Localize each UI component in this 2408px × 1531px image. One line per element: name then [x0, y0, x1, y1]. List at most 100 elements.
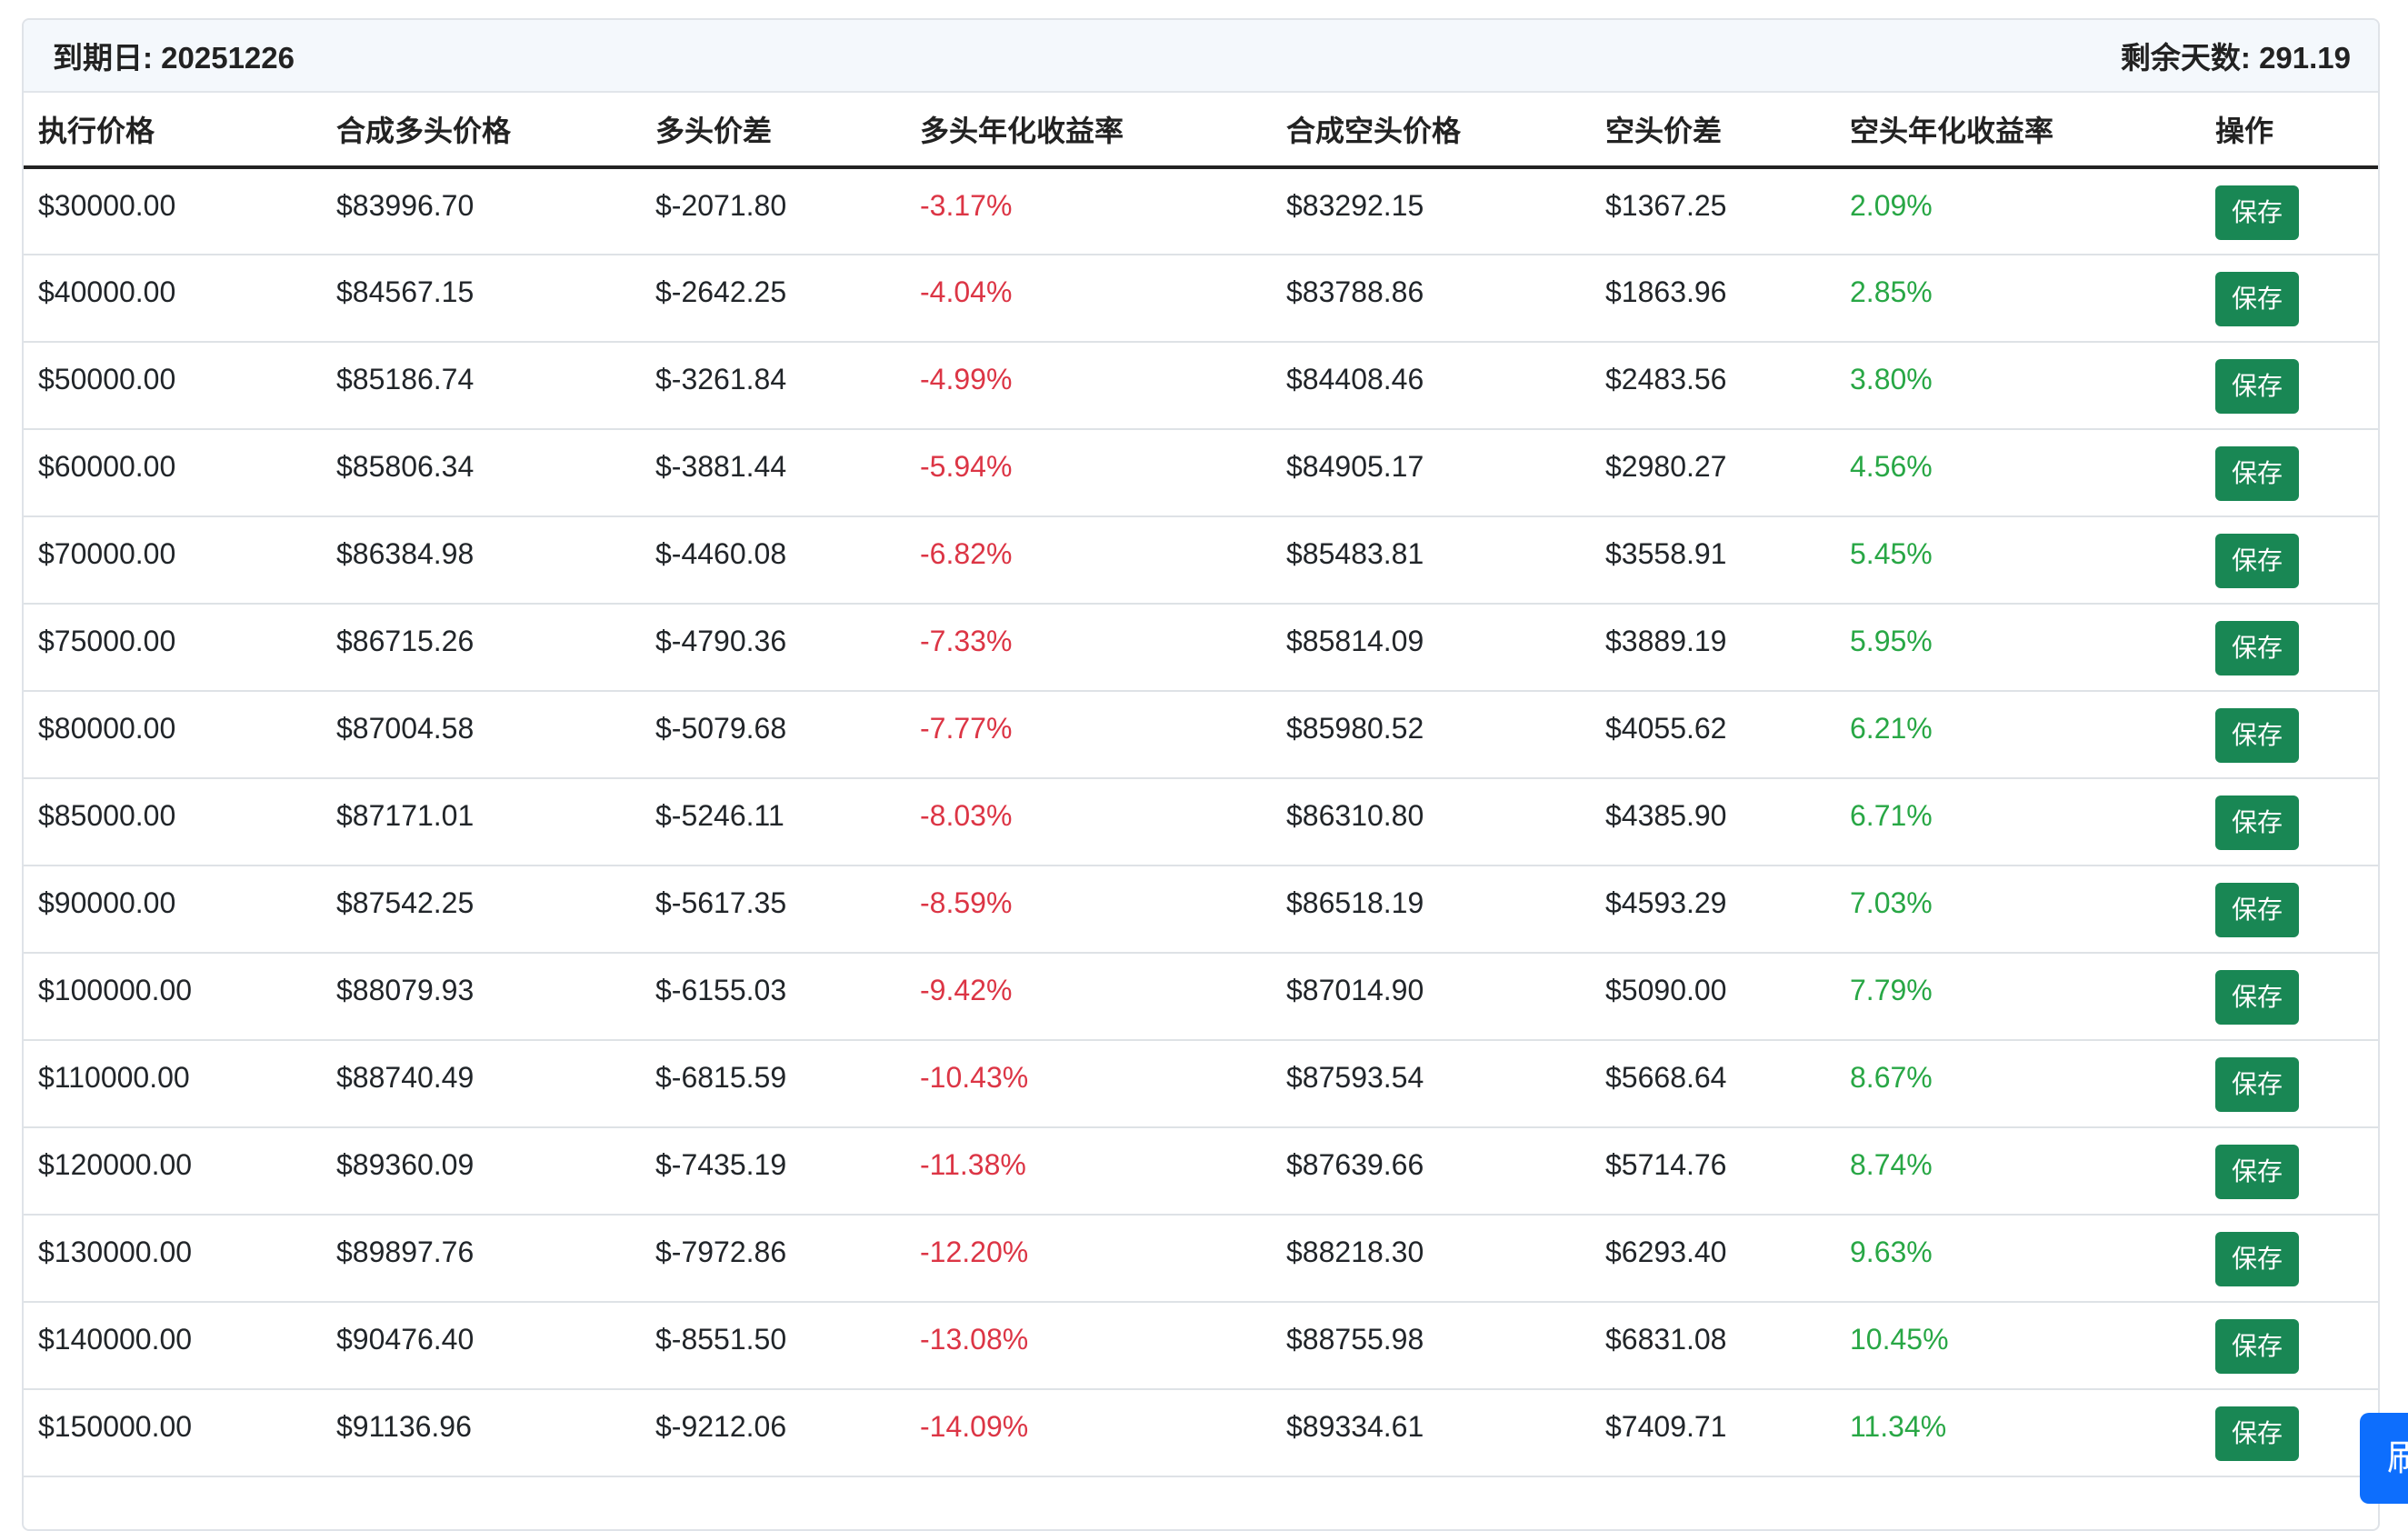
short-yield-cell: 8.74%	[1835, 1127, 2201, 1216]
long-price-cell: $89897.76	[322, 1215, 641, 1303]
long-spread-cell: $-7972.86	[641, 1215, 905, 1303]
save-button[interactable]: 保存	[2215, 534, 2299, 588]
long-spread-cell: $-3261.84	[641, 342, 905, 430]
save-button[interactable]: 保存	[2215, 708, 2299, 763]
short-spread-cell: $5090.00	[1591, 953, 1835, 1041]
short-yield-cell: 7.03%	[1835, 866, 2201, 954]
refresh-float-button[interactable]: 刷	[2360, 1413, 2408, 1504]
short-spread-cell: $3558.91	[1591, 516, 1835, 605]
short-spread-cell: $4385.90	[1591, 778, 1835, 866]
long-spread-cell: $-4790.36	[641, 604, 905, 692]
table-body: $30000.00 $83996.70 $-2071.80 -3.17% $83292.…	[24, 167, 2378, 1477]
short-price-cell: $83292.15	[1272, 167, 1591, 255]
short-price-cell: $86518.19	[1272, 866, 1591, 954]
strike-cell: $30000.00	[24, 167, 322, 255]
long-price-cell: $84567.15	[322, 255, 641, 343]
action-cell: 保存	[2201, 429, 2378, 517]
save-button[interactable]: 保存	[2215, 970, 2299, 1025]
long-spread-cell: $-2642.25	[641, 255, 905, 343]
long-yield-cell: -12.20%	[905, 1215, 1272, 1303]
long-spread-cell: $-5246.11	[641, 778, 905, 866]
col-action: 操作	[2201, 93, 2378, 169]
long-price-cell: $91136.96	[322, 1389, 641, 1477]
strike-cell: $75000.00	[24, 604, 322, 692]
table-row: $120000.00 $89360.09 $-7435.19 -11.38% $8763…	[24, 1127, 2378, 1216]
long-price-cell: $83996.70	[322, 167, 641, 255]
save-button[interactable]: 保存	[2215, 621, 2299, 675]
short-price-cell: $87593.54	[1272, 1040, 1591, 1128]
short-spread-cell: $5668.64	[1591, 1040, 1835, 1128]
table-row: $60000.00 $85806.34 $-3881.44 -5.94% $84905.…	[24, 429, 2378, 517]
short-spread-cell: $4055.62	[1591, 691, 1835, 779]
long-price-cell: $86715.26	[322, 604, 641, 692]
long-yield-cell: -7.77%	[905, 691, 1272, 779]
long-price-cell: $87171.01	[322, 778, 641, 866]
table-row: $90000.00 $87542.25 $-5617.35 -8.59% $86518.…	[24, 866, 2378, 954]
action-cell: 保存	[2201, 1215, 2378, 1303]
short-yield-cell: 3.80%	[1835, 342, 2201, 430]
save-button[interactable]: 保存	[2215, 883, 2299, 937]
short-yield-cell: 2.09%	[1835, 167, 2201, 255]
col-long-spread: 多头价差	[641, 93, 905, 169]
long-spread-cell: $-6815.59	[641, 1040, 905, 1128]
col-short-yield: 空头年化收益率	[1835, 93, 2201, 169]
short-price-cell: $83788.86	[1272, 255, 1591, 343]
table-row: $140000.00 $90476.40 $-8551.50 -13.08% $8875…	[24, 1302, 2378, 1390]
long-yield-cell: -4.04%	[905, 255, 1272, 343]
long-yield-cell: -13.08%	[905, 1302, 1272, 1390]
long-spread-cell: $-5617.35	[641, 866, 905, 954]
action-cell: 保存	[2201, 1127, 2378, 1216]
short-spread-cell: $4593.29	[1591, 866, 1835, 954]
short-price-cell: $87639.66	[1272, 1127, 1591, 1216]
save-button[interactable]: 保存	[2215, 272, 2299, 326]
save-button[interactable]: 保存	[2215, 1057, 2299, 1112]
strike-cell: $70000.00	[24, 516, 322, 605]
save-button[interactable]: 保存	[2215, 1232, 2299, 1286]
col-long-yield: 多头年化收益率	[905, 93, 1272, 169]
short-yield-cell: 2.85%	[1835, 255, 2201, 343]
save-button[interactable]: 保存	[2215, 1406, 2299, 1461]
table-row: $75000.00 $86715.26 $-4790.36 -7.33% $85814.…	[24, 604, 2378, 692]
long-price-cell: $87542.25	[322, 866, 641, 954]
long-yield-cell: -4.99%	[905, 342, 1272, 430]
short-yield-cell: 6.21%	[1835, 691, 2201, 779]
table-row: $50000.00 $85186.74 $-3261.84 -4.99% $84408.…	[24, 342, 2378, 430]
days-remaining: 剩余天数: 291.19	[2120, 41, 2351, 75]
strike-cell: $50000.00	[24, 342, 322, 430]
save-button[interactable]: 保存	[2215, 796, 2299, 850]
short-yield-cell: 5.95%	[1835, 604, 2201, 692]
strike-cell: $140000.00	[24, 1302, 322, 1390]
action-cell: 保存	[2201, 255, 2378, 343]
long-yield-cell: -9.42%	[905, 953, 1272, 1041]
action-cell: 保存	[2201, 691, 2378, 779]
short-price-cell: $87014.90	[1272, 953, 1591, 1041]
long-price-cell: $86384.98	[322, 516, 641, 605]
save-button[interactable]: 保存	[2215, 185, 2299, 240]
long-spread-cell: $-3881.44	[641, 429, 905, 517]
save-button[interactable]: 保存	[2215, 1145, 2299, 1199]
action-cell: 保存	[2201, 516, 2378, 605]
long-spread-cell: $-7435.19	[641, 1127, 905, 1216]
save-button[interactable]: 保存	[2215, 359, 2299, 414]
table-row: $85000.00 $87171.01 $-5246.11 -8.03% $86310.…	[24, 778, 2378, 866]
long-yield-cell: -11.38%	[905, 1127, 1272, 1216]
short-price-cell: $86310.80	[1272, 778, 1591, 866]
short-spread-cell: $7409.71	[1591, 1389, 1835, 1477]
short-spread-cell: $1863.96	[1591, 255, 1835, 343]
strike-cell: $90000.00	[24, 866, 322, 954]
short-spread-cell: $1367.25	[1591, 167, 1835, 255]
short-price-cell: $84408.46	[1272, 342, 1591, 430]
long-spread-cell: $-8551.50	[641, 1302, 905, 1390]
col-long-price: 合成多头价格	[322, 93, 641, 169]
synthetic-options-table: 执行价格 合成多头价格 多头价差 多头年化收益率 合成空头价格 空头价差 空头年…	[24, 93, 2378, 1477]
table-row: $100000.00 $88079.93 $-6155.03 -9.42% $87014…	[24, 953, 2378, 1041]
long-price-cell: $89360.09	[322, 1127, 641, 1216]
col-short-price: 合成空头价格	[1272, 93, 1591, 169]
save-button[interactable]: 保存	[2215, 446, 2299, 501]
short-price-cell: $88218.30	[1272, 1215, 1591, 1303]
action-cell: 保存	[2201, 778, 2378, 866]
short-spread-cell: $6293.40	[1591, 1215, 1835, 1303]
long-price-cell: $85806.34	[322, 429, 641, 517]
save-button[interactable]: 保存	[2215, 1319, 2299, 1374]
long-yield-cell: -6.82%	[905, 516, 1272, 605]
